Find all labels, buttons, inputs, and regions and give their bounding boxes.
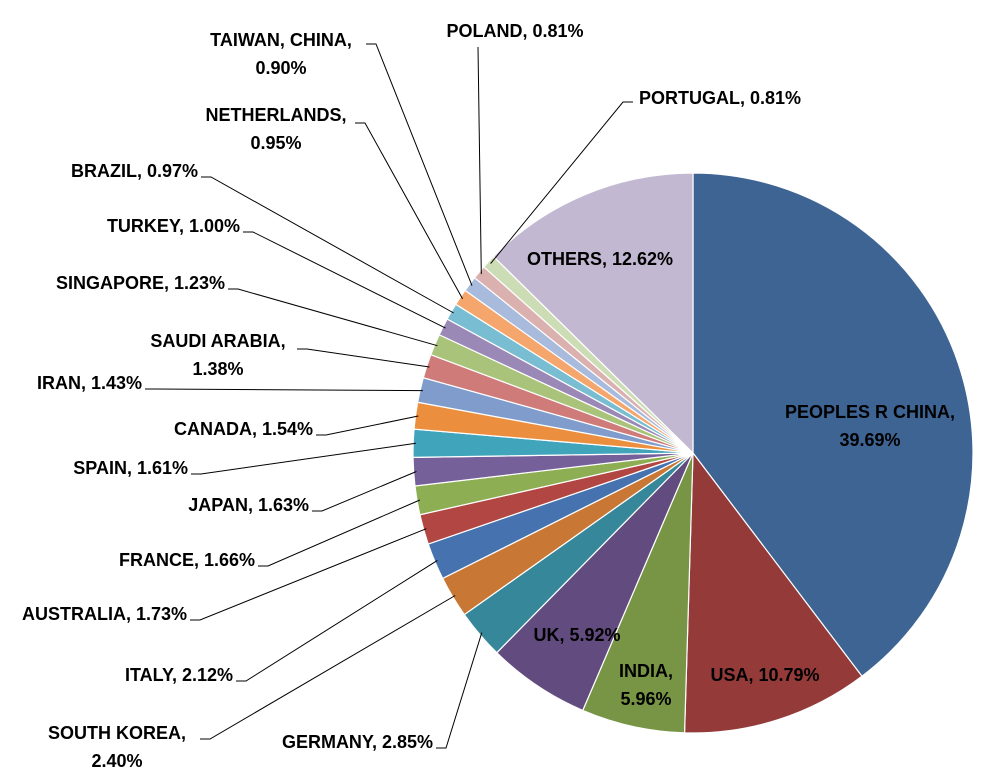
leader-line-italy (236, 559, 438, 682)
leader-line-turkey (243, 231, 446, 329)
leader-line-canada (316, 415, 419, 436)
slice-label-spain: SPAIN, 1.61% (73, 458, 188, 478)
slice-label-portugal: PORTUGAL, 0.81% (639, 88, 801, 108)
leader-line-taiwan-china (366, 43, 473, 286)
slice-label-uk: UK, 5.92% (533, 625, 620, 645)
leader-line-netherlands (355, 122, 464, 300)
slice-label-japan: JAPAN, 1.63% (188, 495, 309, 515)
pie-slice-peoples-r-china (692, 172, 974, 678)
slice-label-peoples-r-china: PEOPLES R CHINA, 39.69% (785, 402, 955, 450)
leader-line-germany (436, 632, 483, 749)
slice-label-turkey: TURKEY, 1.00% (107, 216, 240, 236)
leader-line-saudi-arabia (297, 348, 430, 368)
pie-slice-usa (683, 451, 863, 734)
leader-line-spain (191, 442, 417, 475)
slice-label-taiwan-china: TAIWAN, CHINA, 0.90% (210, 30, 352, 78)
slice-label-poland: POLAND, 0.81% (446, 21, 583, 41)
slice-label-others: OTHERS, 12.62% (527, 249, 673, 269)
pie-slices (412, 172, 974, 734)
leader-line-iran (145, 388, 423, 392)
slice-label-germany: GERMANY, 2.85% (282, 732, 433, 752)
slice-label-singapore: SINGAPORE, 1.23% (56, 273, 225, 293)
slice-labels: PEOPLES R CHINA, 39.69% USA, 10.79% INDIA, 5… (22, 21, 955, 771)
slice-label-italy: ITALY, 2.12% (125, 665, 233, 685)
leader-line-south-korea (200, 595, 456, 740)
slice-label-saudi-arabia: SAUDI ARABIA, 1.38% (150, 331, 285, 379)
leader-line-france (258, 499, 420, 567)
slice-label-france: FRANCE, 1.66% (119, 550, 255, 570)
slice-label-netherlands: NETHERLANDS, 0.95% (205, 105, 346, 153)
slice-label-india: INDIA, 5.96% (619, 661, 673, 709)
leader-line-brazil (201, 176, 454, 314)
leader-line-portugal (490, 101, 633, 264)
leader-line-poland (477, 46, 482, 275)
slice-label-brazil: BRAZIL, 0.97% (71, 161, 198, 181)
slice-label-iran: IRAN, 1.43% (37, 373, 142, 393)
leader-line-singapore (228, 288, 438, 347)
slice-label-canada: CANADA, 1.54% (174, 419, 313, 439)
leader-lines (145, 43, 633, 749)
slice-label-south-korea: SOUTH KOREA, 2.40% (48, 723, 186, 771)
leader-line-japan (312, 471, 417, 512)
slice-label-australia: AUSTRALIA, 1.73% (22, 604, 187, 624)
slice-label-usa: USA, 10.79% (710, 665, 819, 685)
leader-line-australia (190, 528, 427, 621)
